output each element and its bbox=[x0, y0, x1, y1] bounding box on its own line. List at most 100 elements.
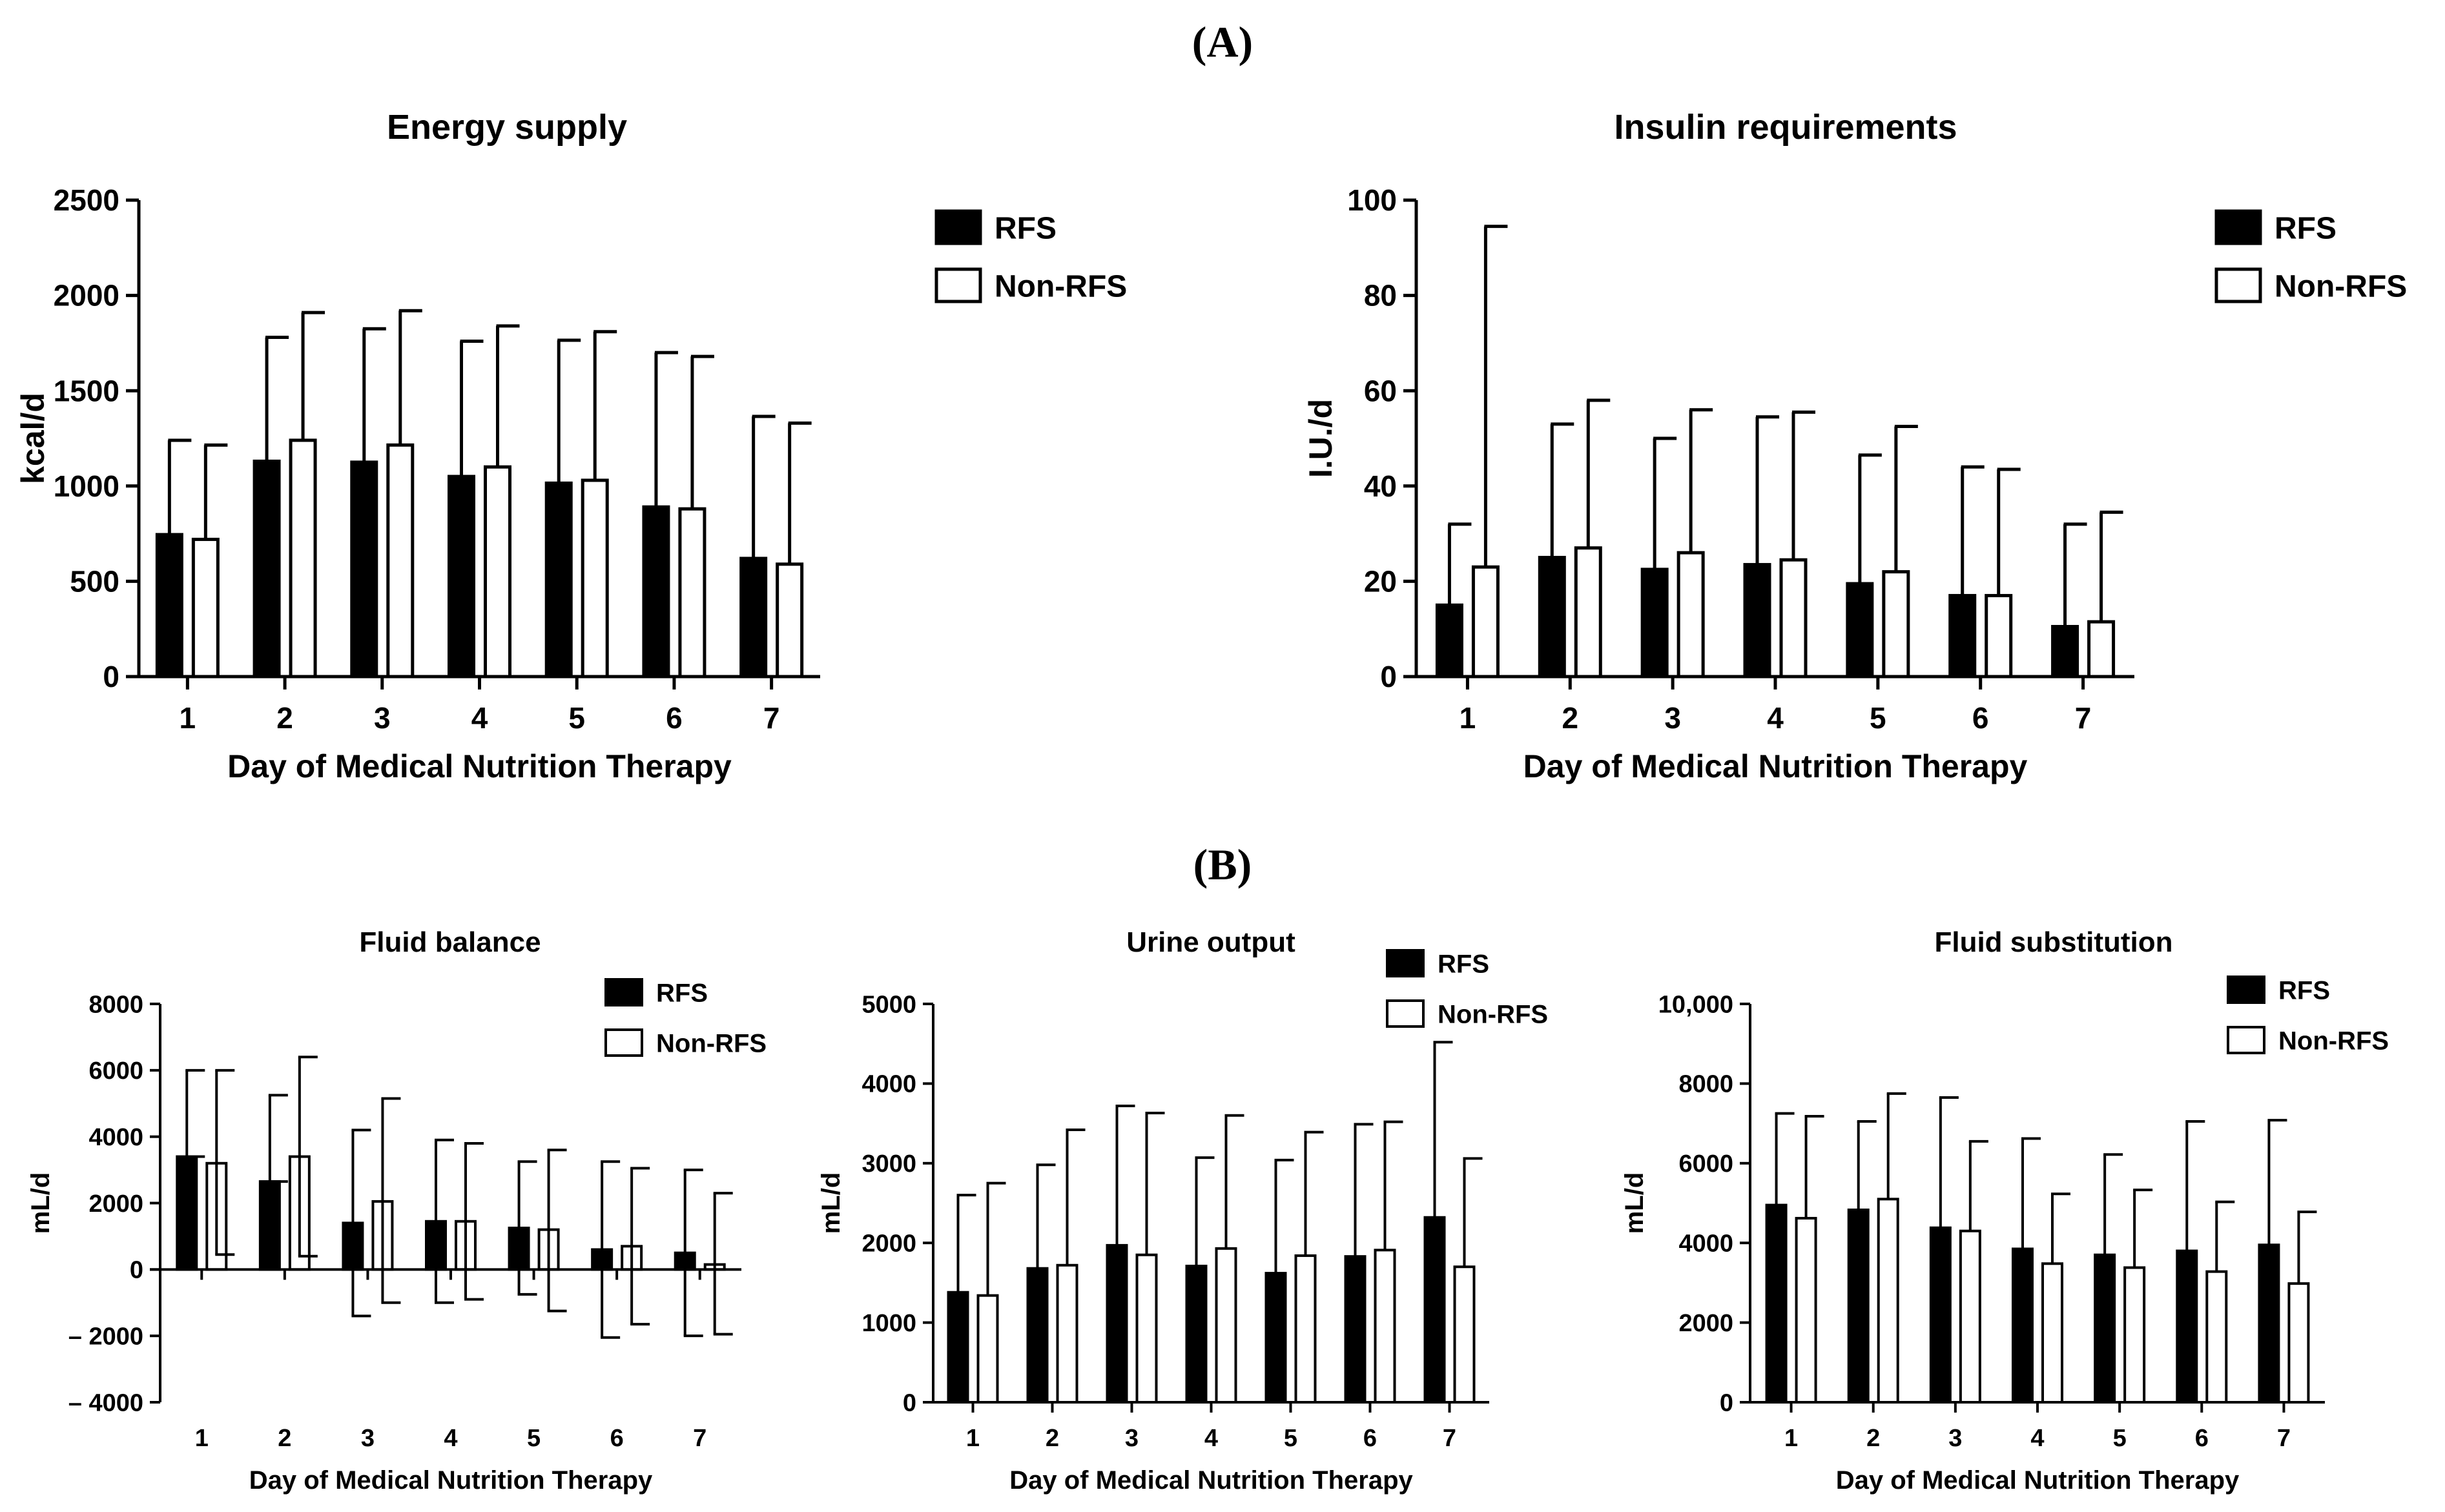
x-tick-label: 1 bbox=[195, 1425, 209, 1452]
legend-label-rfs: RFS bbox=[2275, 211, 2337, 245]
chart-title: Fluid balance bbox=[359, 926, 541, 958]
x-tick-label: 4 bbox=[1204, 1425, 1218, 1452]
x-axis-label: Day of Medical Nutrition Therapy bbox=[1009, 1466, 1413, 1495]
chart-insulin: Insulin requirements 0 20 40 60 80 100 1 2 3 4 5 6 7 D… bbox=[1303, 108, 2407, 784]
bar-rfs-day-4 bbox=[1743, 563, 1771, 679]
bar-rfs-day-5 bbox=[2094, 1253, 2116, 1404]
bar-non-rfs-day-1 bbox=[1795, 1216, 1817, 1404]
chart-title: Fluid substitution bbox=[1934, 926, 2172, 958]
x-tick-label: 5 bbox=[1870, 701, 1886, 735]
bar-non-rfs-day-5 bbox=[581, 478, 609, 679]
y-tick-label: 0 bbox=[103, 660, 119, 693]
x-tick-label: 5 bbox=[2113, 1425, 2127, 1452]
y-tick-label: 0 bbox=[903, 1389, 916, 1416]
legend-label-non-rfs: Non-RFS bbox=[1438, 1000, 1548, 1028]
y-tick-label: 4000 bbox=[861, 1071, 916, 1098]
x-axis-label: Day of Medical Nutrition Therapy bbox=[1836, 1466, 2240, 1495]
bar-rfs-day-1 bbox=[155, 533, 183, 679]
bar-non-rfs-day-6 bbox=[2205, 1270, 2228, 1404]
x-tick-label: 5 bbox=[527, 1425, 541, 1452]
x-tick-label: 6 bbox=[666, 701, 683, 735]
y-tick-label: 6000 bbox=[1678, 1150, 1733, 1178]
x-tick-label: 6 bbox=[610, 1425, 624, 1452]
x-tick-label: 6 bbox=[2195, 1425, 2209, 1452]
legend: RFS Non-RFS bbox=[2227, 976, 2389, 1055]
x-axis-label: Day of Medical Nutrition Therapy bbox=[249, 1466, 653, 1495]
y-tick-label: 0 bbox=[1720, 1389, 1733, 1416]
bar-non-rfs-day-2 bbox=[1877, 1198, 1899, 1404]
x-tick-label: 1 bbox=[966, 1425, 980, 1452]
legend-label-rfs: RFS bbox=[995, 211, 1057, 245]
x-axis-label: Day of Medical Nutrition Therapy bbox=[1523, 748, 2028, 784]
x-tick-label: 6 bbox=[1363, 1425, 1377, 1452]
bar-non-rfs-day-7 bbox=[1453, 1265, 1476, 1404]
bar-rfs-day-1 bbox=[1765, 1203, 1788, 1404]
x-tick-label: 2 bbox=[278, 1425, 291, 1452]
bar-rfs-day-4 bbox=[1185, 1264, 1208, 1404]
x-tick-label: 3 bbox=[1125, 1425, 1139, 1452]
x-tick-label: 4 bbox=[1767, 701, 1784, 735]
bar-non-rfs-day-4 bbox=[2041, 1262, 2063, 1404]
x-tick-label: 4 bbox=[471, 701, 488, 735]
y-tick-label: 4000 bbox=[1678, 1231, 1733, 1258]
bar-rfs-day-2 bbox=[258, 1180, 281, 1271]
legend: RFS Non-RFS bbox=[604, 978, 767, 1057]
bar-non-rfs-day-3 bbox=[1959, 1229, 1981, 1404]
legend-label-rfs: RFS bbox=[2278, 976, 2330, 1005]
y-tick-label: 2000 bbox=[861, 1231, 916, 1258]
x-tick-label: 2 bbox=[1562, 701, 1578, 735]
y-tick-label: 2000 bbox=[1678, 1310, 1733, 1337]
bar-rfs-day-6 bbox=[1948, 594, 1977, 679]
bar-rfs-day-4 bbox=[448, 475, 475, 679]
x-tick-label: 3 bbox=[374, 701, 391, 735]
x-tick-label: 7 bbox=[2277, 1425, 2291, 1452]
chart-title: Energy supply bbox=[387, 108, 627, 147]
bar-rfs-day-1 bbox=[1435, 603, 1463, 679]
y-tick-label: 100 bbox=[1347, 183, 1397, 217]
bar-non-rfs-day-4 bbox=[484, 465, 511, 679]
legend: RFS Non-RFS bbox=[934, 209, 1127, 303]
y-axis-label: kcal/d bbox=[15, 393, 51, 484]
bar-non-rfs-day-3 bbox=[386, 443, 415, 679]
chart-energy: Energy supply 0 500 1000 1500 2000 2500 1 2 3 4 5 6 7… bbox=[15, 108, 1127, 784]
y-tick-label: 5000 bbox=[861, 991, 916, 1018]
y-tick-label: 2500 bbox=[54, 183, 119, 217]
bar-non-rfs-day-7 bbox=[776, 562, 804, 679]
legend-swatch-non-rfs bbox=[2227, 1026, 2265, 1054]
y-tick-label: 4000 bbox=[88, 1124, 143, 1151]
x-tick-label: 2 bbox=[1046, 1425, 1059, 1452]
y-tick-label: 0 bbox=[130, 1257, 143, 1284]
x-tick-label: 6 bbox=[1972, 701, 1989, 735]
bar-rfs-day-6 bbox=[1344, 1255, 1367, 1404]
legend-label-non-rfs: Non-RFS bbox=[2278, 1027, 2389, 1055]
x-tick-label: 1 bbox=[1784, 1425, 1798, 1452]
y-tick-label: – 2000 bbox=[68, 1323, 143, 1350]
x-tick-label: 4 bbox=[444, 1425, 457, 1452]
bar-non-rfs-day-2 bbox=[1056, 1263, 1078, 1404]
bar-non-rfs-day-7 bbox=[2287, 1282, 2310, 1404]
bar-rfs-day-5 bbox=[544, 481, 573, 679]
x-tick-label: 5 bbox=[1284, 1425, 1297, 1452]
y-tick-label: 6000 bbox=[88, 1057, 143, 1085]
y-tick-label: 0 bbox=[1380, 660, 1397, 693]
bar-rfs-day-3 bbox=[350, 460, 378, 679]
y-tick-label: – 4000 bbox=[68, 1389, 143, 1416]
bar-rfs-day-5 bbox=[1264, 1272, 1287, 1404]
y-axis-label: I.U./d bbox=[1303, 399, 1339, 478]
bar-rfs-day-2 bbox=[253, 459, 281, 679]
bar-rfs-day-3 bbox=[1929, 1226, 1952, 1404]
legend-label-non-rfs: Non-RFS bbox=[995, 269, 1127, 303]
bar-non-rfs-day-2 bbox=[289, 438, 317, 679]
x-tick-label: 5 bbox=[568, 701, 585, 735]
bar-non-rfs-day-3 bbox=[1135, 1253, 1158, 1404]
bar-non-rfs-day-6 bbox=[678, 507, 707, 679]
chart-urine: Urine output 0 1000 2000 3000 4000 5000 1 2 3 4 5 6 7… bbox=[817, 926, 1548, 1495]
legend-swatch-non-rfs bbox=[1386, 999, 1425, 1028]
x-tick-label: 3 bbox=[361, 1425, 375, 1452]
bar-rfs-day-7 bbox=[1423, 1216, 1446, 1404]
y-tick-label: 8000 bbox=[1678, 1071, 1733, 1098]
y-tick-label: 60 bbox=[1364, 374, 1397, 407]
bar-rfs-day-5 bbox=[1846, 582, 1874, 679]
